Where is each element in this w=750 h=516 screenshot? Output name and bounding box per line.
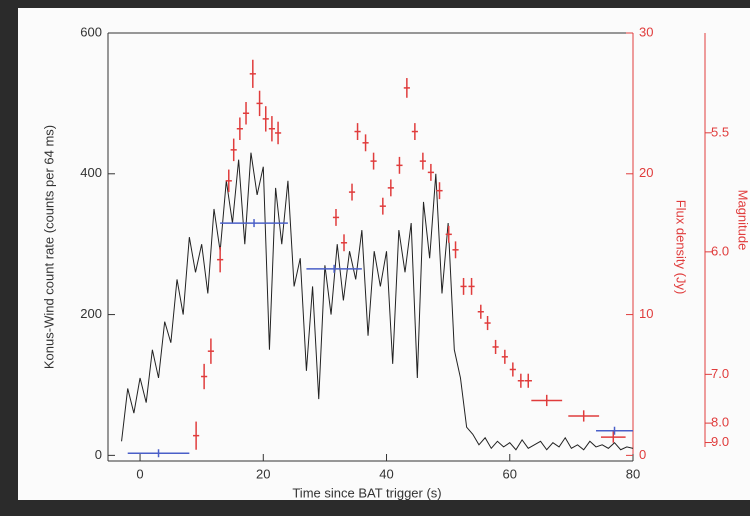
y-tick-label: 400 — [80, 165, 102, 180]
x-tick-label: 0 — [136, 466, 143, 481]
y3-tick-label: 7.0 — [711, 366, 729, 381]
y2-tick-label: 10 — [639, 306, 653, 321]
count-rate-line — [121, 152, 634, 451]
x-axis-title: Time since BAT trigger (s) — [292, 485, 441, 500]
y-axis-title: Konus-Wind count rate (counts per 64 ms) — [41, 125, 56, 369]
y3-tick-label: 5.5 — [711, 124, 729, 139]
y2-tick-label: 0 — [639, 447, 646, 462]
y2-tick-label: 20 — [639, 165, 653, 180]
panel — [18, 8, 750, 500]
y3-tick-label: 6.0 — [711, 243, 729, 258]
y3-axis-title: Magnitude — [736, 190, 750, 251]
y2-tick-label: 30 — [639, 24, 653, 39]
x-tick-label: 80 — [626, 466, 640, 481]
y-tick-label: 600 — [80, 24, 102, 39]
y-tick-label: 200 — [80, 306, 102, 321]
y-tick-label: 0 — [95, 447, 102, 462]
y3-tick-label: 9.0 — [711, 434, 729, 449]
y2-axis-title: Flux density (Jy) — [674, 200, 689, 295]
x-tick-label: 20 — [256, 466, 270, 481]
x-tick-label: 40 — [379, 466, 393, 481]
y3-tick-label: 8.0 — [711, 415, 729, 430]
x-tick-label: 60 — [503, 466, 517, 481]
